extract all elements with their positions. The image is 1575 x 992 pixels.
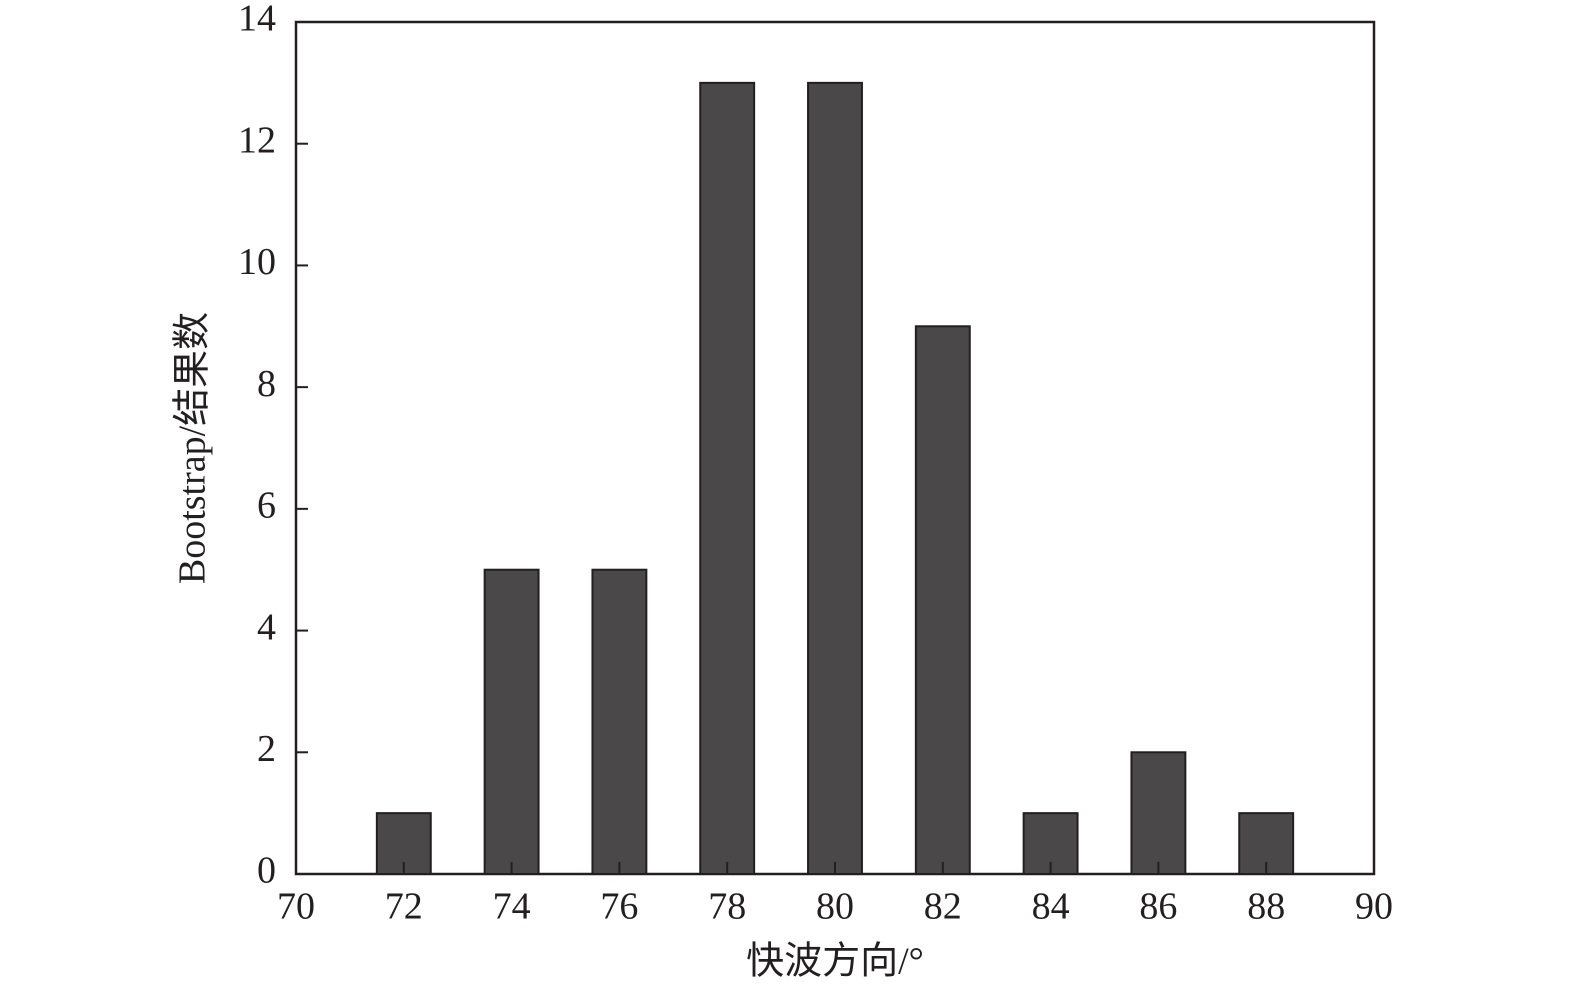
bar	[483, 568, 540, 875]
y-tick-label: 4	[257, 606, 276, 648]
bar	[699, 81, 756, 876]
x-tick-label: 70	[277, 886, 315, 928]
y-tick-label: 14	[238, 0, 276, 40]
x-tick-label: 72	[385, 886, 423, 928]
x-tick-label: 80	[816, 886, 854, 928]
x-tick-label: 74	[493, 886, 531, 928]
bar	[807, 81, 863, 876]
y-axis-label: Bootstrap/结果数	[172, 312, 214, 584]
x-tick-label: 82	[924, 886, 962, 928]
y-tick-label: 0	[257, 850, 276, 892]
x-tick-label: 78	[708, 886, 746, 928]
x-tick-label: 86	[1139, 886, 1177, 928]
y-tick-label: 2	[257, 728, 276, 770]
x-tick-label: 84	[1032, 886, 1070, 928]
x-tick-label: 88	[1247, 886, 1285, 928]
y-tick-label: 6	[257, 485, 276, 527]
y-tick-label: 8	[257, 363, 276, 405]
bar	[914, 325, 971, 875]
bar	[591, 568, 648, 875]
x-axis-label: 快波方向/°	[746, 941, 924, 983]
bar	[1130, 751, 1187, 875]
y-tick-label: 10	[238, 241, 276, 283]
x-tick-label: 76	[600, 886, 638, 928]
y-tick-label: 12	[238, 119, 276, 161]
x-tick-label: 90	[1355, 886, 1393, 928]
